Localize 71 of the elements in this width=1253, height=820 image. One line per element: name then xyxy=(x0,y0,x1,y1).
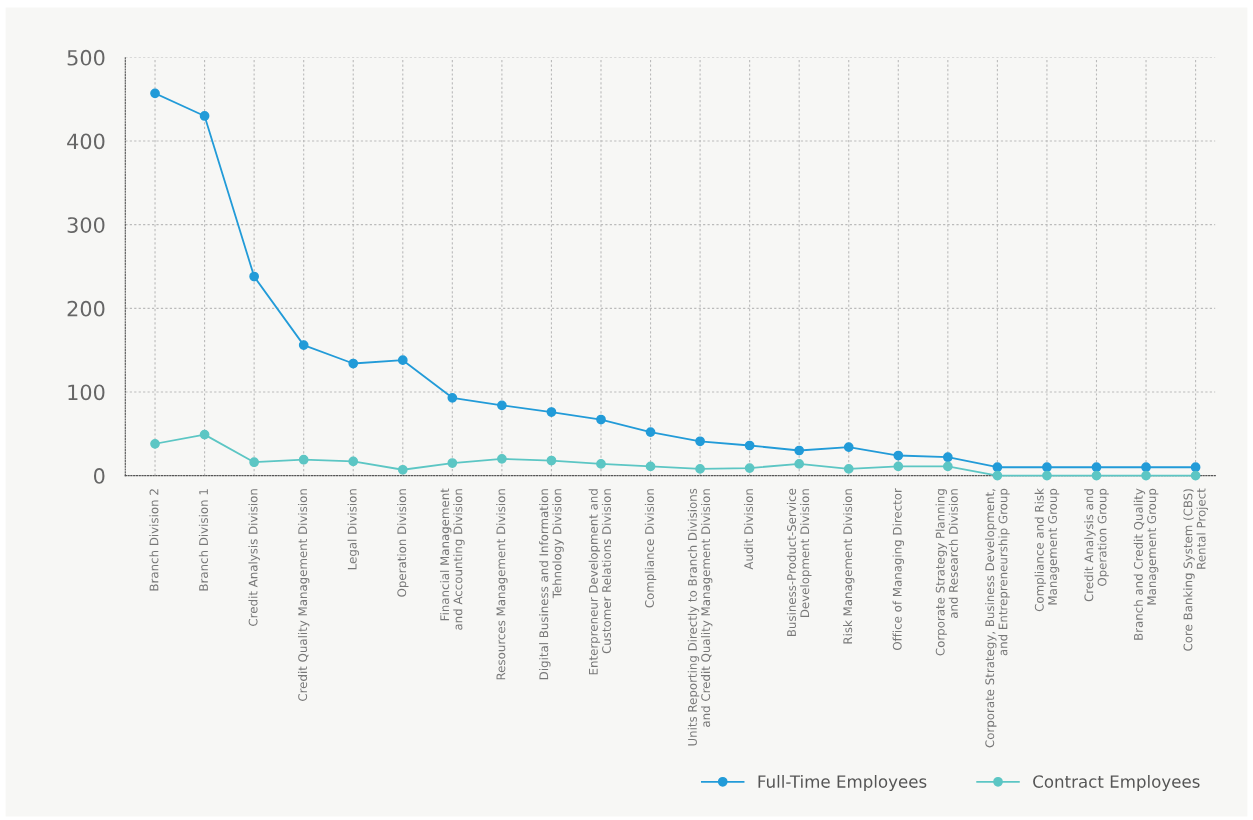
y-tick-label: 400 xyxy=(67,133,105,150)
point xyxy=(150,88,160,99)
x-tick-label: Office of Managing Director xyxy=(892,488,904,651)
point xyxy=(744,440,755,451)
point xyxy=(150,438,160,449)
point xyxy=(397,464,408,475)
x-tick-label: Business-Product-Service Development Division xyxy=(786,488,812,637)
point xyxy=(893,450,904,461)
x-tick-label: Financial Management and Accounting Division xyxy=(440,488,465,630)
point xyxy=(447,392,458,403)
x-tick-label: Branch Division 1 xyxy=(198,489,209,591)
x-tick-label: Credit Analysis Division xyxy=(248,489,260,626)
y-tick-label: 0 xyxy=(93,468,105,484)
point xyxy=(596,459,606,469)
point xyxy=(298,454,309,465)
x-tick-label: Corporate Strategy Planning and Research Division xyxy=(935,489,958,656)
point xyxy=(1042,462,1052,473)
point xyxy=(1091,462,1102,473)
point xyxy=(1091,470,1102,481)
point xyxy=(596,414,606,425)
point xyxy=(199,429,210,440)
point xyxy=(695,464,705,474)
point xyxy=(497,454,507,464)
point xyxy=(942,461,953,472)
x-tick-label: Branch Division 2 xyxy=(149,489,159,591)
point xyxy=(199,111,210,121)
point xyxy=(992,462,1003,473)
point xyxy=(348,456,359,467)
x-tick-label: Compliance Division xyxy=(644,489,657,608)
point xyxy=(893,461,904,472)
x-tick-label: Resources Management Division xyxy=(496,489,508,680)
point xyxy=(546,455,557,466)
point xyxy=(546,407,557,417)
y-tick-label: 300 xyxy=(67,217,105,233)
x-tick-label: Risk Management Division xyxy=(843,489,855,644)
point xyxy=(942,452,953,463)
point xyxy=(298,340,309,350)
point xyxy=(992,470,1003,481)
point xyxy=(843,442,854,453)
x-tick-label: Legal Division xyxy=(347,489,359,570)
x-tick-label: Core Banking System (CBS) Rental Project xyxy=(1183,488,1208,651)
point xyxy=(645,461,656,472)
point xyxy=(447,458,458,468)
legend-label: Contract Employees xyxy=(1033,774,1200,792)
x-tick-label: Credit Quality Management Division xyxy=(297,489,310,701)
point xyxy=(497,400,507,411)
point xyxy=(744,463,755,473)
y-tick-label: 500 xyxy=(67,49,105,66)
point xyxy=(794,445,805,456)
point xyxy=(843,464,854,474)
point xyxy=(695,436,705,447)
x-tick-label: Branch and Credit Quality Management Group xyxy=(1133,488,1159,640)
point xyxy=(249,457,259,468)
point xyxy=(645,427,656,437)
point xyxy=(348,358,359,369)
y-tick-label: 200 xyxy=(67,300,105,317)
point xyxy=(1190,462,1201,473)
point xyxy=(397,355,408,366)
x-tick-label: Units Reporting Directly to Branch Divisions and Credit Quality Management Division xyxy=(687,488,713,746)
legend-label: Full-Time Employees xyxy=(758,774,927,792)
y-tick-label: 100 xyxy=(68,384,105,401)
point xyxy=(249,271,259,282)
x-tick-label: Audit Division xyxy=(743,489,754,570)
point xyxy=(1141,462,1151,473)
x-tick-label: Corporate Strategy, Business Development, and Entrepreneurship Group xyxy=(985,488,1010,748)
point xyxy=(794,459,805,469)
x-tick-label: Credit Analysis and Operation Group xyxy=(1084,488,1109,602)
point xyxy=(1190,470,1201,481)
point xyxy=(1042,470,1052,481)
point xyxy=(1141,470,1151,481)
x-tick-label: Operation Division xyxy=(397,489,409,597)
